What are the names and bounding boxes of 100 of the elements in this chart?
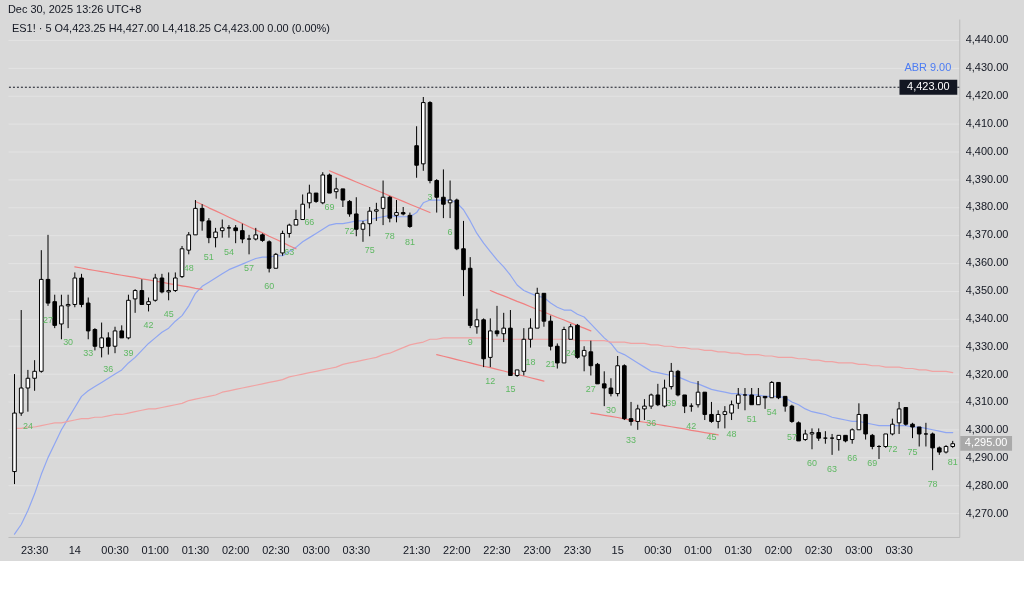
- x-tick-label: 01:30: [724, 544, 752, 557]
- annotation: ABR 9.00: [904, 60, 952, 73]
- text: 66: [847, 452, 858, 463]
- candlestick: [729, 400, 734, 421]
- y-tick-label: 4,330.00: [965, 339, 1009, 352]
- candlestick: [863, 413, 868, 441]
- candlestick: [394, 199, 399, 223]
- y-tick-label: 4,360.00: [965, 256, 1009, 269]
- candlestick: [555, 342, 560, 370]
- y-tick-label: 4,350.00: [965, 284, 1009, 297]
- y-tick-label: 4,340.00: [965, 311, 1009, 324]
- text: 36: [646, 417, 657, 428]
- candlestick: [240, 223, 245, 244]
- text: 3: [427, 192, 433, 203]
- text: 63: [284, 246, 295, 257]
- text: 81: [947, 456, 958, 467]
- y-tick-label: 4,280.00: [965, 478, 1009, 491]
- candlestick: [367, 206, 372, 237]
- text: 21: [545, 359, 556, 370]
- text: Dec 30, 2025 13:26 UTC+8: [7, 3, 142, 16]
- y-tick-label: 4,440.00: [965, 33, 1009, 46]
- text: 75: [364, 245, 375, 256]
- line-series: [489, 289, 592, 332]
- x-tick-label: 23:00: [523, 544, 551, 557]
- y-tick-label: 4,290.00: [965, 451, 1009, 464]
- text: 63: [827, 463, 838, 474]
- x-tick-label: 14: [68, 544, 81, 557]
- y-tick-label: 4,320.00: [965, 367, 1009, 380]
- text: 30: [605, 405, 616, 416]
- text: 57: [244, 263, 255, 274]
- text: 51: [203, 252, 214, 263]
- x-tick-label: 02:00: [764, 544, 793, 557]
- text: 69: [324, 202, 335, 213]
- text: 48: [726, 428, 737, 439]
- text: 66: [304, 217, 315, 228]
- text: 15: [505, 384, 516, 395]
- x-tick-label: 21:30: [402, 544, 431, 557]
- text: 39: [123, 348, 134, 359]
- candlestick: [662, 379, 667, 408]
- text: 75: [907, 447, 918, 458]
- candlestick: [916, 426, 922, 447]
- ref-line-label: 4,423.00: [907, 80, 950, 93]
- text: 33: [83, 348, 94, 359]
- candlestick: [528, 317, 533, 349]
- candlestick: [441, 168, 446, 219]
- candlestick: [106, 331, 111, 356]
- text: 9: [467, 337, 473, 348]
- x-tick-label: 22:00: [443, 544, 471, 557]
- candlestick: [709, 401, 714, 424]
- candlestick: [923, 422, 929, 447]
- text: 45: [163, 309, 174, 320]
- text: 33: [626, 434, 637, 445]
- y-tick-label: 4,430.00: [965, 61, 1009, 74]
- text: 12: [485, 376, 496, 387]
- text: 4,295.00: [964, 436, 1008, 449]
- x-tick-label: 23:30: [20, 544, 49, 557]
- candlestick: [642, 398, 647, 421]
- y-tick-label: 4,310.00: [965, 395, 1009, 408]
- candlestick: [246, 234, 252, 255]
- y-tick-label: 4,300.00: [965, 423, 1009, 436]
- text: 36: [103, 363, 114, 374]
- text: 6: [447, 227, 453, 238]
- candlestick: [414, 125, 419, 179]
- text: 45: [706, 431, 717, 442]
- candlestick: [501, 312, 507, 343]
- text: 24: [22, 420, 33, 431]
- y-tick-label: 4,420.00: [965, 89, 1009, 102]
- candlestick: [166, 271, 171, 301]
- x-tick-label: 22:30: [483, 544, 511, 557]
- candlestick: [213, 227, 218, 248]
- x-tick-label: 01:00: [684, 544, 712, 557]
- y-tick-label: 4,390.00: [965, 172, 1009, 185]
- candlestick: [735, 387, 741, 410]
- candlestick: [360, 220, 366, 243]
- candlestick: [52, 294, 58, 329]
- candlestick: [307, 184, 312, 209]
- text: 69: [867, 458, 878, 469]
- candlestick: [233, 224, 238, 244]
- candlestick: [742, 387, 748, 411]
- candlestick: [226, 224, 232, 239]
- text: 78: [384, 231, 395, 242]
- text: 42: [686, 420, 697, 431]
- text: 72: [344, 225, 355, 236]
- text: 27: [585, 384, 596, 395]
- candlestick: [300, 193, 305, 221]
- candlestick: [59, 294, 64, 340]
- candlestick: [112, 326, 118, 354]
- candlestick: [682, 394, 687, 414]
- x-tick-label: 03:00: [845, 544, 873, 557]
- x-tick-label: 02:30: [805, 544, 833, 557]
- x-tick-label: 03:00: [302, 544, 330, 557]
- candlestick: [219, 219, 225, 239]
- candlestick: [173, 271, 178, 293]
- annotation: ES1! · 5 O4,423.25 H4,427.00 L4,418.25 C4,423.00 0.00 (0.00%): [11, 21, 330, 34]
- text: 42: [143, 320, 154, 331]
- text: 54: [766, 406, 777, 417]
- candlestick: [293, 209, 299, 226]
- candlestick: [374, 202, 379, 222]
- x-tick-label: 23:30: [563, 544, 592, 557]
- text: 78: [927, 479, 938, 490]
